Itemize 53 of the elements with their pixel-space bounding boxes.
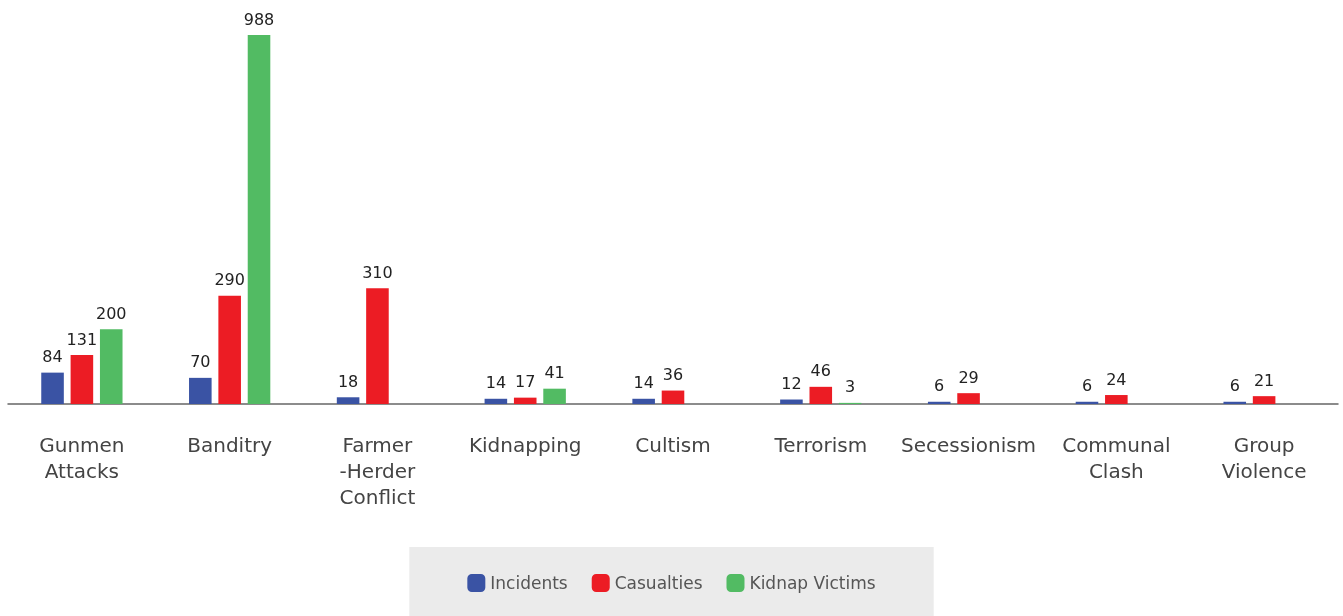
data-label: 3 xyxy=(845,377,856,397)
data-label: 14 xyxy=(485,373,507,393)
bar xyxy=(661,390,685,404)
data-label: 84 xyxy=(42,347,63,367)
bar xyxy=(189,377,212,404)
x-tick-label: Kidnapping xyxy=(468,433,582,457)
data-label: 29 xyxy=(958,367,979,387)
data-label: 6 xyxy=(1081,376,1093,396)
bar xyxy=(780,399,803,404)
x-tick-label: Cultism xyxy=(635,433,711,457)
bar xyxy=(218,295,241,404)
data-label: 70 xyxy=(190,352,211,372)
data-label: 18 xyxy=(337,371,359,391)
bar xyxy=(247,35,271,404)
bar xyxy=(809,386,833,404)
x-tick-label: Farmer -Herder Conflict xyxy=(339,433,417,509)
bar xyxy=(632,398,655,404)
data-label: 17 xyxy=(515,372,536,392)
data-label: 6 xyxy=(1229,376,1240,396)
data-label: 24 xyxy=(1106,369,1127,389)
x-tick-label: Terrorism xyxy=(773,433,868,457)
legend-label: Incidents xyxy=(490,573,568,593)
x-tick-label: Group Violence xyxy=(1221,433,1307,483)
bar xyxy=(484,398,508,404)
bar xyxy=(366,288,389,404)
bar xyxy=(99,329,123,404)
data-label: 12 xyxy=(781,374,802,394)
bar xyxy=(543,388,566,404)
data-label: 21 xyxy=(1253,370,1275,390)
bar xyxy=(1252,396,1276,404)
legend-label: Casualties xyxy=(614,573,703,593)
data-label: 290 xyxy=(214,270,245,290)
bar xyxy=(336,397,360,404)
data-label: 14 xyxy=(633,373,654,393)
data-label: 131 xyxy=(66,329,98,349)
bar xyxy=(70,355,94,404)
bar xyxy=(41,372,64,404)
data-label: 36 xyxy=(662,365,684,385)
x-tick-label: Gunmen Attacks xyxy=(39,433,125,483)
x-tick-label: Banditry xyxy=(187,433,273,457)
bar xyxy=(1223,401,1247,404)
data-label: 988 xyxy=(243,9,275,29)
data-label: 200 xyxy=(95,303,127,323)
x-tick-label: Secessionism xyxy=(901,433,1037,457)
bar xyxy=(957,393,980,404)
bar xyxy=(1105,395,1128,404)
legend-label: Kidnap Victims xyxy=(749,573,876,593)
bar xyxy=(513,397,537,404)
data-label: 310 xyxy=(362,262,393,282)
x-tick-label: Communal Clash xyxy=(1062,433,1171,483)
data-label: 41 xyxy=(544,363,565,383)
data-label: 46 xyxy=(810,361,831,381)
data-label: 6 xyxy=(934,376,945,396)
